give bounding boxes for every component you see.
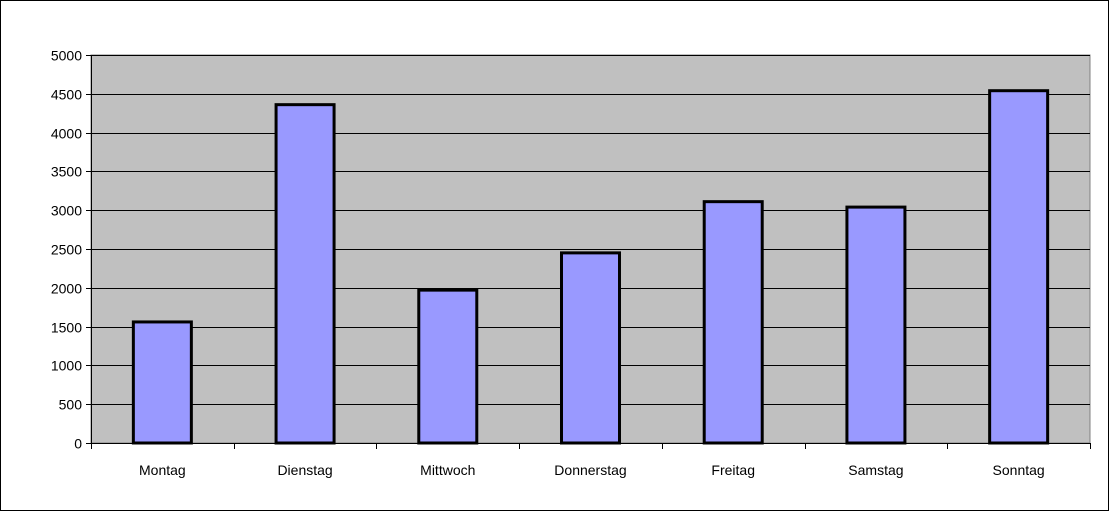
y-tick-label: 4000 xyxy=(51,126,82,142)
y-tick-label: 5000 xyxy=(51,48,82,64)
x-tick-label: Dienstag xyxy=(277,462,332,478)
x-tick-label: Montag xyxy=(139,462,186,478)
x-tick-label: Donnerstag xyxy=(554,462,626,478)
y-tick-label: 0 xyxy=(74,436,82,452)
y-axis: 0 500 1000 1500 2000 2500 3000 3500 4000 4500 5000 xyxy=(51,48,92,452)
y-tick-label: 2000 xyxy=(51,281,82,297)
bar-freitag xyxy=(702,200,764,445)
y-tick-label: 3000 xyxy=(51,203,82,219)
y-tick-label: 500 xyxy=(59,397,83,413)
y-tick-label: 1000 xyxy=(51,358,82,374)
bar-mittwoch xyxy=(417,288,479,445)
bar-dienstag xyxy=(274,103,336,445)
y-tick-label: 4500 xyxy=(51,87,82,103)
x-axis: Montag Dienstag Mittwoch Donnerstag Freitag S… xyxy=(91,443,1091,478)
x-tick-label: Sonntag xyxy=(993,462,1045,478)
bar-montag xyxy=(131,320,193,445)
bar-donnerstag xyxy=(560,251,621,445)
x-tick-label: Mittwoch xyxy=(420,462,475,478)
bar-sonntag xyxy=(988,89,1050,445)
y-tick-label: 1500 xyxy=(51,320,82,336)
x-tick-label: Freitag xyxy=(711,462,755,478)
y-tick-label: 2500 xyxy=(51,242,82,258)
y-tick-label: 3500 xyxy=(51,164,82,180)
bar-samstag xyxy=(845,205,907,445)
x-tick-label: Samstag xyxy=(848,462,903,478)
